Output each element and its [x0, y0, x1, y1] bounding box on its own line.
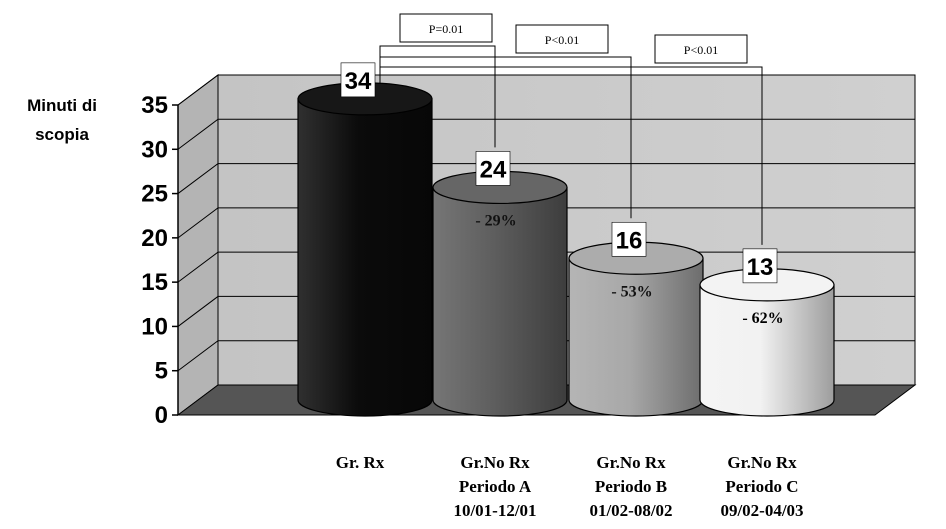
bar: 13 - 62%	[699, 248, 835, 417]
category-label: Periodo B	[595, 477, 667, 496]
p-value-label: P<0.01	[684, 43, 718, 57]
bracket-line	[379, 66, 763, 245]
p-value-label: P<0.01	[545, 33, 579, 47]
percent-label: - 62%	[742, 310, 783, 327]
x-axis-categories: Gr. Rx Gr.No Rx Periodo A 10/01-12/01 Gr.No …	[336, 453, 804, 520]
gridline	[177, 74, 915, 106]
y-tick-label: 0	[155, 402, 168, 429]
bar: 16 - 53%	[568, 221, 704, 417]
y-axis: 0 5 10 15 20 25 30 35	[141, 92, 179, 429]
y-tick-label: 10	[141, 313, 168, 340]
category-label: Gr.No Rx	[727, 453, 797, 472]
y-tick-label: 20	[141, 225, 168, 252]
y-tick-label: 15	[141, 269, 168, 296]
category-label: Gr.No Rx	[460, 453, 530, 472]
value-label-box	[611, 221, 647, 257]
category-label: Periodo C	[725, 477, 798, 496]
bar: 34	[297, 62, 433, 417]
value-label-box	[475, 151, 511, 186]
value-label: 13	[747, 254, 774, 281]
category-label: Periodo A	[459, 477, 532, 496]
value-label: 24	[480, 156, 507, 183]
category-label: 01/02-08/02	[589, 501, 672, 520]
category-label: 09/02-04/03	[720, 501, 803, 520]
p-value-box	[515, 24, 609, 54]
y-axis-label-line-1: Minuti di	[27, 96, 97, 115]
significance-bracket: P=0.01	[379, 13, 496, 148]
significance-bracket: P<0.01	[379, 34, 763, 245]
y-tick-label: 25	[141, 181, 168, 208]
y-tick-label: 35	[141, 92, 168, 119]
bar-body	[568, 257, 704, 417]
gridline	[177, 118, 915, 150]
bar-body	[297, 98, 433, 417]
y-tick-label: 30	[141, 136, 168, 163]
value-label-box	[340, 62, 376, 98]
bar: 24 - 29%	[432, 151, 568, 417]
value-label: 16	[616, 227, 643, 254]
p-value-box	[399, 13, 493, 43]
y-axis-label-line-2: scopia	[35, 125, 89, 144]
significance-bracket: P<0.01	[379, 24, 632, 219]
category-label: Gr. Rx	[336, 453, 385, 472]
y-tick-label: 5	[155, 358, 168, 385]
bar-body	[432, 186, 568, 417]
bars: 34 24 - 29% 16 - 53% 13 - 62%	[297, 62, 835, 417]
gridline	[177, 163, 915, 194]
bar-body	[699, 284, 835, 417]
p-value-box	[654, 34, 748, 64]
side-wall	[177, 74, 219, 416]
value-label: 34	[345, 68, 372, 95]
p-value-label: P=0.01	[429, 22, 463, 36]
category-label: Gr.No Rx	[596, 453, 666, 472]
category-label: 10/01-12/01	[453, 501, 536, 520]
value-label-box	[742, 248, 778, 284]
percent-label: - 53%	[611, 283, 652, 300]
percent-label: - 29%	[475, 212, 516, 229]
gridline	[177, 207, 915, 239]
significance-brackets: P=0.01 P<0.01 P<0.01	[379, 13, 763, 245]
